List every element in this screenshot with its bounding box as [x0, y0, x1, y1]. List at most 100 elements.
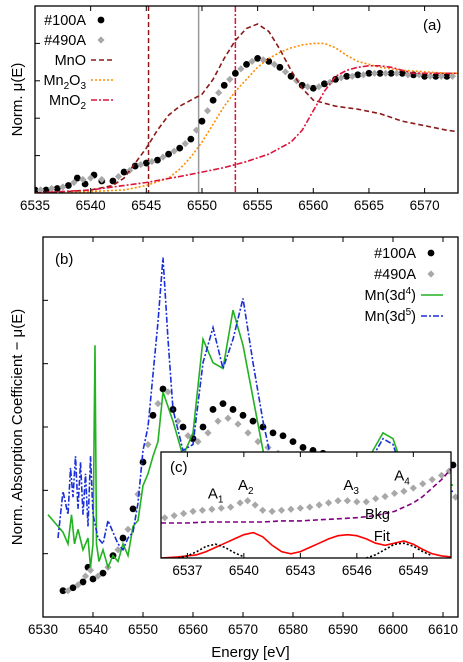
peak-annotation: A1	[208, 486, 224, 506]
data-point	[227, 503, 235, 511]
data-point	[244, 429, 252, 437]
legend-label: Fit	[374, 529, 390, 545]
series-fit	[161, 531, 451, 558]
data-point	[164, 388, 172, 396]
data-point	[370, 69, 379, 77]
data-point	[139, 458, 147, 466]
data-point	[144, 440, 152, 449]
legend-label: #100A	[374, 246, 416, 262]
data-point	[69, 584, 77, 592]
data-point	[251, 501, 259, 509]
series--100a	[35, 54, 451, 193]
x-tick-label: 6550	[187, 198, 217, 213]
data-point	[198, 117, 206, 125]
data-point	[184, 432, 192, 440]
series-line	[161, 531, 451, 558]
data-point	[224, 414, 232, 422]
data-point	[437, 72, 445, 80]
data-point	[372, 495, 380, 503]
data-point	[176, 144, 184, 152]
data-point	[199, 423, 207, 431]
data-point	[165, 150, 172, 158]
data-point	[149, 411, 157, 419]
x-tick-label: 6549	[398, 563, 428, 578]
data-point	[237, 65, 245, 73]
data-point	[398, 69, 406, 77]
series-unnamed-0	[161, 467, 451, 522]
data-point	[400, 487, 408, 495]
data-point	[415, 71, 423, 79]
series-unnamed-4	[366, 542, 433, 558]
data-point	[443, 72, 451, 80]
x-tick-label: 6543	[285, 563, 315, 578]
data-point	[287, 72, 295, 80]
panel-c: 6537 6540 6543 6546 6549 (c) Bkg Fit A1 A2 A3 A4	[160, 451, 452, 578]
data-point	[249, 417, 257, 425]
peak-annotation: A3	[343, 477, 359, 497]
panel-label: (a)	[423, 17, 441, 34]
data-point	[334, 497, 342, 505]
data-point	[209, 96, 217, 104]
legend-label: MnO	[55, 53, 86, 69]
data-point	[409, 484, 417, 492]
data-point	[134, 490, 142, 498]
data-point	[192, 126, 201, 134]
series-mno	[35, 23, 458, 193]
data-point	[137, 160, 145, 169]
x-axis-label: Energy [eV]	[211, 644, 289, 661]
legend-label: Bkg	[365, 507, 390, 523]
data-point	[231, 69, 239, 77]
data-point	[428, 475, 436, 484]
data-point	[376, 69, 384, 77]
data-point	[174, 417, 182, 425]
data-point	[53, 185, 61, 192]
legend-label: #490A	[374, 267, 416, 283]
data-point	[79, 578, 87, 586]
data-point	[343, 497, 352, 505]
data-point	[324, 499, 333, 507]
x-tick-label: 6560	[298, 198, 328, 213]
legend: #100A #490A Mn(3d4) Mn(3d5)	[364, 246, 443, 325]
x-tick-label: 6590	[328, 622, 358, 637]
data-point	[451, 493, 458, 501]
x-tick-label: 6540	[78, 622, 108, 637]
x-tick-label: 6570	[228, 622, 258, 637]
data-point	[270, 60, 278, 68]
data-point	[99, 569, 107, 577]
data-point	[181, 140, 189, 148]
data-point	[217, 504, 225, 512]
data-point	[343, 72, 351, 80]
data-point	[306, 503, 314, 511]
data-point	[234, 420, 242, 428]
data-point	[73, 174, 81, 182]
data-point	[64, 182, 72, 189]
legend-label: Mn2O3	[43, 73, 86, 92]
data-point	[89, 575, 97, 583]
series-mno2	[35, 65, 458, 193]
data-point	[129, 505, 137, 513]
data-point	[79, 175, 87, 184]
data-point	[269, 429, 277, 437]
data-point	[248, 57, 256, 65]
data-point	[120, 168, 128, 176]
data-point	[194, 438, 202, 446]
data-point	[208, 505, 216, 513]
data-point	[381, 492, 389, 501]
data-point	[276, 63, 284, 71]
data-point	[98, 175, 106, 184]
data-point	[170, 147, 178, 155]
data-point	[421, 72, 429, 80]
data-point	[348, 72, 356, 80]
data-point	[229, 406, 237, 413]
data-point	[321, 80, 328, 88]
data-point	[203, 107, 212, 115]
data-point	[87, 174, 95, 182]
legend-label: Mn(3d5)	[364, 307, 416, 325]
data-point	[382, 69, 390, 77]
data-point	[236, 499, 244, 507]
x-tick-label: 6540	[229, 563, 259, 578]
data-point	[179, 509, 188, 518]
data-point	[220, 81, 228, 89]
data-point	[226, 75, 234, 83]
